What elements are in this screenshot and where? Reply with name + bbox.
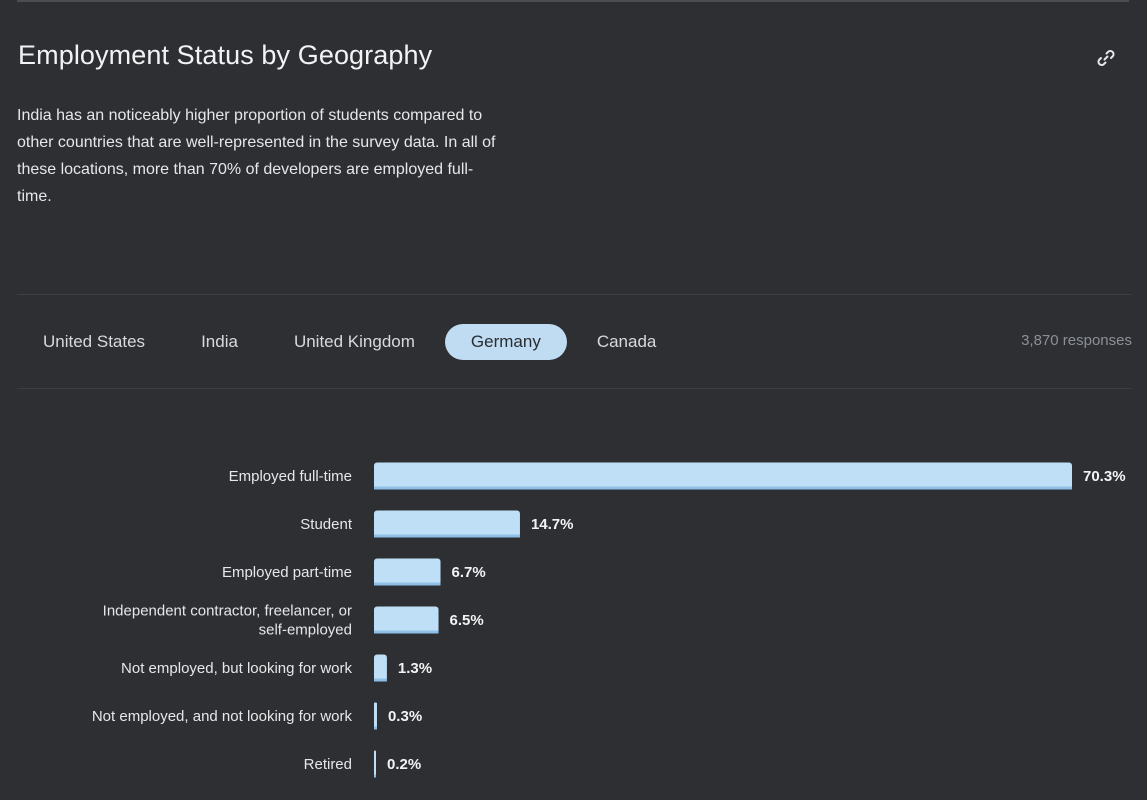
bar-shadow [374,486,1072,490]
value-label: 6.5% [450,612,484,629]
top-divider [17,0,1129,2]
bar-shadow [374,774,376,778]
tab-germany[interactable]: Germany [444,324,567,360]
bar-row: 70.3% Employed full-time [229,462,1126,490]
bar-shadow [374,582,441,586]
tab-united-kingdom[interactable]: United Kingdom [293,332,415,351]
bar-row: 6.7% Employed part-time [222,558,486,586]
value-label: 0.2% [387,756,421,773]
bar-shadow [374,678,387,682]
bar [374,606,439,634]
link-icon-glyph [1097,50,1115,66]
bar [374,462,1072,490]
bar [374,558,441,586]
category-label: self-employed [259,622,352,639]
bar-row: 1.3% Not employed, but looking for work [121,654,432,682]
response-count: 3,870 responses [1021,332,1132,349]
category-label: Retired [304,756,352,773]
category-label: Not employed, but looking for work [121,660,352,677]
bar-shadow [374,630,439,634]
value-label: 1.3% [398,660,432,677]
bar [374,510,520,538]
category-label: Student [300,516,353,533]
bar-row: 14.7% Student [300,510,574,538]
bar-row: 0.3% Not employed, and not looking for wo… [92,702,422,730]
tab-united-states[interactable]: United States [43,332,146,351]
bar-row: 6.5% Independent contractor, freelancer, … [103,603,484,639]
divider-above-tabs [17,294,1132,295]
category-label: Employed full-time [229,468,352,485]
bar-row: 0.2% Retired [304,750,421,778]
bar [374,702,377,730]
link-icon[interactable] [1094,46,1118,70]
country-tabs: United States India United Kingdom Germa… [17,324,686,360]
employment-bar-chart: 70.3% Employed full-time 14.7% Student 6.7% E… [92,462,1126,778]
section-description: India has an noticeably higher proportio… [17,107,496,205]
bar [374,750,376,778]
category-label: Independent contractor, freelancer, or [103,603,352,620]
value-label: 0.3% [388,708,422,725]
tab-india[interactable]: India [201,332,238,351]
divider-below-tabs [17,388,1132,389]
bar [374,654,387,682]
value-label: 6.7% [452,564,486,581]
bar-shadow [374,726,377,730]
category-label: Not employed, and not looking for work [92,708,353,725]
value-label: 70.3% [1083,468,1126,485]
category-label: Employed part-time [222,564,352,581]
tab-canada[interactable]: Canada [596,332,657,351]
value-label: 14.7% [531,516,574,533]
section-title: Employment Status by Geography [18,40,433,70]
bar-shadow [374,534,520,538]
